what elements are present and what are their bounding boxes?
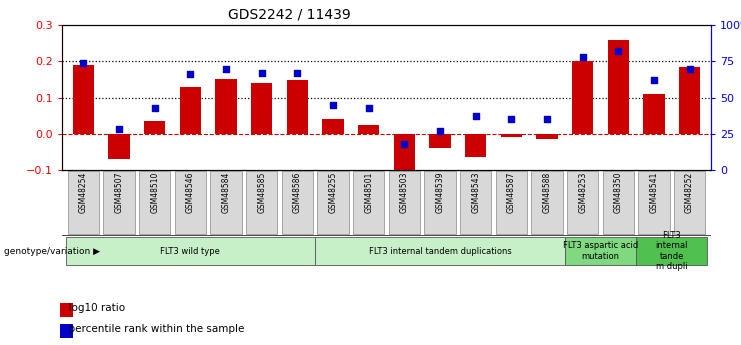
Text: GSM48503: GSM48503: [400, 172, 409, 214]
Bar: [636, 237, 708, 265]
Bar: [358, 125, 379, 134]
Point: [505, 117, 517, 122]
Bar: [65, 237, 315, 265]
Bar: [465, 134, 486, 157]
Bar: [315, 237, 565, 265]
Bar: [108, 134, 130, 159]
Point: [185, 71, 196, 77]
Text: genotype/variation ▶: genotype/variation ▶: [4, 246, 100, 256]
Bar: [210, 171, 242, 234]
Bar: [282, 171, 313, 234]
Point: [363, 105, 375, 110]
Text: GSM48253: GSM48253: [578, 172, 587, 213]
Text: GSM48543: GSM48543: [471, 172, 480, 214]
Text: GSM48539: GSM48539: [436, 172, 445, 214]
Point: [256, 70, 268, 76]
Text: GSM48501: GSM48501: [364, 172, 373, 213]
Bar: [501, 134, 522, 137]
Point: [291, 70, 303, 76]
Text: GDS2242 / 11439: GDS2242 / 11439: [227, 8, 350, 22]
Text: GSM48254: GSM48254: [79, 172, 88, 213]
Point: [612, 48, 624, 54]
Point: [434, 128, 446, 134]
Bar: [246, 171, 277, 234]
Text: GSM48510: GSM48510: [150, 172, 159, 213]
Bar: [103, 171, 135, 234]
Bar: [425, 171, 456, 234]
Text: GSM48350: GSM48350: [614, 172, 622, 214]
Point: [113, 127, 125, 132]
Text: log10 ratio: log10 ratio: [62, 303, 125, 313]
Bar: [429, 134, 451, 148]
Bar: [139, 171, 170, 234]
Point: [220, 66, 232, 71]
Point: [576, 54, 588, 60]
Text: GSM48588: GSM48588: [542, 172, 551, 213]
Text: GSM48584: GSM48584: [222, 172, 230, 213]
Point: [684, 66, 696, 71]
Bar: [393, 134, 415, 181]
Bar: [460, 171, 491, 234]
Bar: [317, 171, 349, 234]
Bar: [388, 171, 420, 234]
Bar: [602, 171, 634, 234]
Point: [648, 77, 660, 83]
Bar: [175, 171, 206, 234]
Bar: [679, 67, 700, 134]
Bar: [251, 83, 273, 134]
Text: FLT3 wild type: FLT3 wild type: [161, 246, 220, 256]
Bar: [536, 134, 558, 139]
Point: [78, 60, 90, 66]
Text: GSM48585: GSM48585: [257, 172, 266, 213]
Text: GSM48255: GSM48255: [328, 172, 337, 213]
Bar: [638, 171, 670, 234]
Bar: [73, 65, 94, 134]
Text: GSM48587: GSM48587: [507, 172, 516, 213]
Bar: [353, 171, 385, 234]
Bar: [67, 171, 99, 234]
Text: GSM48541: GSM48541: [649, 172, 659, 213]
Text: GSM48586: GSM48586: [293, 172, 302, 213]
Bar: [567, 171, 598, 234]
Bar: [287, 80, 308, 134]
Bar: [496, 171, 527, 234]
Text: GSM48252: GSM48252: [685, 172, 694, 213]
Bar: [572, 61, 594, 134]
Point: [149, 105, 161, 110]
Bar: [179, 87, 201, 134]
Text: GSM48546: GSM48546: [186, 172, 195, 214]
Text: FLT3 aspartic acid
mutation: FLT3 aspartic acid mutation: [563, 241, 638, 261]
Text: percentile rank within the sample: percentile rank within the sample: [62, 324, 245, 334]
Bar: [674, 171, 705, 234]
Bar: [608, 39, 629, 134]
Point: [399, 141, 411, 147]
Text: FLT3
internal
tande
m dupli: FLT3 internal tande m dupli: [656, 231, 688, 271]
Bar: [216, 79, 236, 134]
Point: [541, 117, 553, 122]
Bar: [565, 237, 636, 265]
Bar: [643, 94, 665, 134]
Bar: [531, 171, 562, 234]
Point: [327, 102, 339, 108]
Text: FLT3 internal tandem duplications: FLT3 internal tandem duplications: [368, 246, 511, 256]
Bar: [144, 121, 165, 134]
Bar: [322, 119, 344, 134]
Point: [470, 114, 482, 119]
Text: GSM48507: GSM48507: [115, 172, 124, 214]
